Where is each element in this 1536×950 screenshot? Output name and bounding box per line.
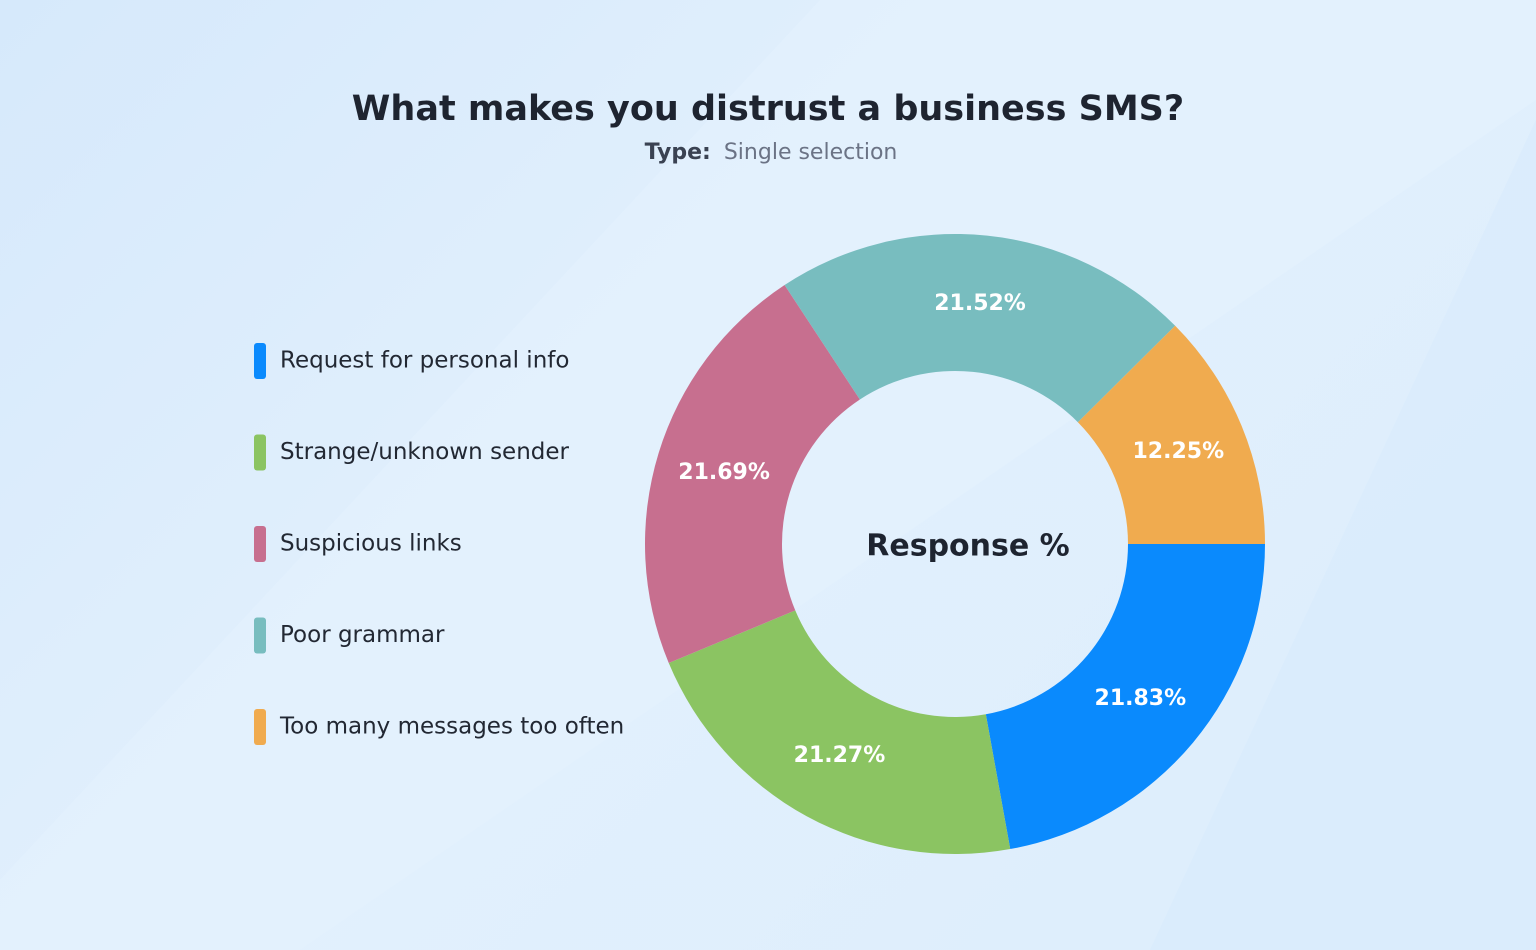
donut: 21.83% 21.27% 21.69% 21.52% 12.25% — [645, 234, 1265, 854]
center-label: Response % — [866, 529, 1069, 564]
legend-label: Suspicious links — [280, 531, 462, 557]
chart-title: What makes you distrust a business SMS? — [352, 89, 1184, 129]
data-label: 12.25% — [1133, 439, 1225, 464]
donut-segment — [1077, 325, 1265, 544]
subtitle: Single selection — [724, 140, 898, 165]
donut-segment — [668, 610, 1011, 854]
legend-label: Too many messages too often — [279, 714, 624, 740]
legend: Request for personal info Strange/unknown… — [254, 343, 624, 745]
legend-swatch — [254, 709, 266, 745]
legend-label: Strange/unknown sender — [280, 439, 570, 465]
data-label: 21.27% — [794, 743, 886, 768]
donut-segment — [784, 234, 1176, 423]
subtitle-label: Type: — [645, 140, 711, 165]
data-label: 21.52% — [934, 291, 1026, 316]
legend-swatch — [254, 343, 266, 379]
legend-swatch — [254, 526, 266, 562]
donut-segment — [645, 285, 860, 663]
legend-swatch — [254, 434, 266, 471]
data-label: 21.69% — [678, 460, 770, 485]
legend-label: Request for personal info — [280, 348, 569, 374]
background-shape — [1150, 120, 1536, 950]
donut-segment — [985, 544, 1265, 850]
data-label: 21.83% — [1095, 686, 1187, 711]
legend-label: Poor grammar — [280, 622, 445, 648]
legend-swatch — [254, 617, 266, 654]
chart-subtitle: Type: Single selection — [645, 140, 898, 165]
